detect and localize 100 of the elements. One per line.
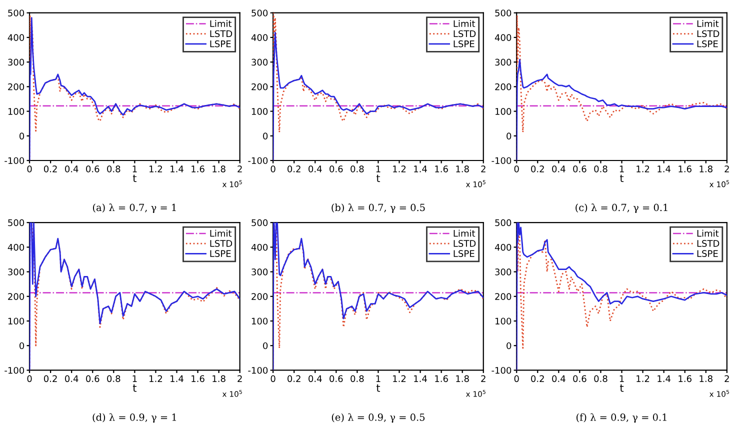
legend-label: Limit [454, 20, 476, 27]
x-tick-label: 0.6 [86, 166, 100, 172]
text: (f) λ = 0.9, γ = 0.1 [576, 413, 666, 423]
y-tick-label: 200 [495, 83, 512, 90]
legend-label: Limit [210, 230, 232, 237]
x-tick-label: 1 [376, 375, 380, 382]
legend-label: LSPE [454, 40, 474, 48]
x-tick-label: 1.2 [636, 166, 650, 172]
y-tick-label: -100 [248, 157, 268, 164]
x-tick-label: 0.6 [330, 166, 343, 172]
x-axis-title: t [132, 174, 136, 182]
y-tick-label: 200 [495, 293, 512, 300]
x-tick-label: 1.2 [393, 166, 406, 172]
y-tick-label: 0 [263, 132, 268, 140]
legend-label: LSTD [454, 30, 476, 38]
x-tick-label: 1.6 [435, 375, 448, 382]
x-tick-label: 1.4 [414, 166, 427, 172]
x-tick-label: 0.8 [350, 166, 364, 172]
x-axis-title: t [376, 384, 380, 392]
y-tick-label: 400 [494, 244, 512, 251]
legend-label: LSPE [697, 250, 718, 257]
x-tick-label: 1.6 [192, 166, 204, 172]
y-tick-label: 300 [495, 268, 512, 276]
y-tick-label: 0 [506, 132, 512, 140]
legend-label: LSPE [697, 40, 718, 48]
x-tick-label: 1 [620, 166, 624, 172]
x-tick-label: 1.4 [414, 375, 427, 382]
x-tick-label: 1.4 [170, 166, 184, 172]
y-tick-label: 0 [506, 342, 512, 350]
y-tick-label: 200 [252, 83, 268, 90]
legend-label: Limit [454, 230, 476, 237]
x-tick-label: 0.2 [288, 166, 300, 172]
x-tick-label: 0.4 [308, 166, 322, 172]
x-tick-label: 1 [132, 375, 137, 382]
y-tick-label: 500 [495, 219, 512, 226]
y-tick-label: 400 [8, 34, 24, 42]
x-tick-label: 0.4 [552, 166, 566, 172]
x-tick-label: 0 [514, 375, 519, 382]
legend-label: LSPE [210, 40, 231, 48]
legend-label: LSTD [210, 240, 232, 247]
x-tick-label: 2 [481, 375, 486, 382]
y-tick-label: 400 [8, 244, 24, 251]
x-tick-label: 0.8 [107, 375, 120, 382]
legend-label: LSTD [210, 30, 232, 38]
x-tick-label: 1.8 [700, 166, 712, 172]
x-tick-label: 1 [376, 166, 380, 172]
x-tick-label: 0.6 [330, 375, 343, 382]
text: (c) λ = 0.7, γ = 0.1 [576, 204, 668, 214]
x-tick-label: 1.8 [456, 375, 469, 382]
y-tick-label: 200 [8, 83, 24, 90]
x-tick-label: 2 [238, 375, 242, 382]
x-tick-label: 1.6 [192, 375, 204, 382]
x-axis-title: t [620, 174, 624, 182]
legend-label: Limit [697, 230, 719, 237]
x-tick-label: 1.4 [658, 166, 671, 172]
y-tick-label: 500 [495, 10, 512, 16]
y-tick-label: 100 [496, 108, 512, 115]
legend-label: LSTD [454, 240, 476, 247]
x-tick-label: 1 [132, 166, 137, 172]
x-tick-label: 0 [27, 375, 32, 382]
legend-label: LSPE [454, 250, 474, 257]
x-tick-label: 1.8 [700, 375, 712, 382]
x-tick-label: 0.2 [44, 166, 57, 172]
legend-label: LSTD [697, 240, 720, 247]
y-tick-label: -100 [248, 366, 268, 374]
x-tick-label: 0.6 [86, 375, 100, 382]
y-tick-label: 300 [8, 268, 24, 276]
x-axis-title: t [620, 384, 624, 392]
text: (d) λ = 0.9, γ = 1 [92, 413, 176, 423]
x-tick-label: 0 [514, 166, 519, 172]
x-axis-title: t [132, 384, 136, 392]
x-tick-label: 1.2 [150, 166, 162, 172]
x-tick-label: 0.8 [594, 375, 608, 382]
y-tick-label: -100 [4, 157, 24, 164]
x-tick-label: 2 [724, 375, 729, 382]
y-tick-label: 0 [263, 342, 268, 350]
y-tick-label: 400 [494, 34, 512, 42]
legend-label: LSTD [697, 30, 720, 38]
y-tick-label: 300 [252, 268, 268, 276]
x-tick-label: 2 [724, 166, 729, 172]
y-tick-label: 100 [252, 318, 268, 325]
y-tick-label: 300 [8, 58, 24, 66]
x-tick-label: 0.4 [308, 375, 322, 382]
y-tick-label: 500 [252, 219, 268, 226]
legend-label: Limit [210, 20, 232, 27]
y-tick-label: 100 [496, 318, 512, 325]
text: (a) λ = 0.7, γ = 1 [92, 204, 176, 214]
y-tick-label: -100 [4, 366, 24, 374]
x-tick-label: 0.2 [531, 375, 544, 382]
x-tick-label: 0.2 [288, 375, 300, 382]
text: (b) λ = 0.7, γ = 0.5 [332, 204, 425, 214]
y-tick-label: 200 [8, 293, 24, 300]
x-tick-label: 0 [27, 166, 32, 172]
y-tick-label: 200 [252, 293, 268, 300]
x-tick-label: 0.6 [573, 375, 586, 382]
y-tick-label: 100 [8, 318, 24, 325]
x-tick-label: 1.2 [150, 375, 162, 382]
x-tick-label: 0.8 [350, 375, 364, 382]
x-tick-label: 1.4 [170, 375, 184, 382]
x-tick-label: 1.2 [636, 375, 650, 382]
